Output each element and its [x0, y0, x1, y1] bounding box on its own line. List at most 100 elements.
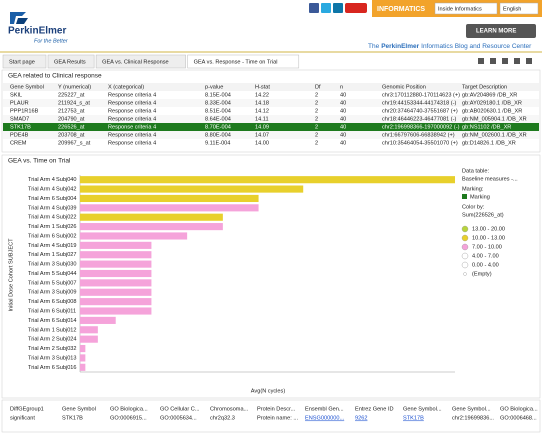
- table-row[interactable]: [3, 131, 539, 139]
- dropdown[interactable]: [499, 2, 539, 15]
- table-cell: chr1:66797606-66838942 (+): [382, 132, 455, 138]
- y-tick-label: Subj022: [56, 215, 77, 221]
- table-cell: GO:0006915...: [110, 415, 147, 421]
- tab-label: GEA vs. Clinical Response: [102, 59, 169, 65]
- table-cell: STK17B: [62, 415, 83, 421]
- column-header: GO Biologica...: [500, 406, 538, 412]
- table-cell: SMAD7: [10, 116, 29, 122]
- table-cell: GO:0005634...: [160, 415, 197, 421]
- y-tick-label: Subj027: [56, 252, 77, 258]
- bar: [80, 194, 259, 203]
- table-cell: chr2:196998366-197000092 (-): [382, 124, 460, 130]
- table-row[interactable]: [3, 107, 539, 115]
- group-label: Trial Arm 4: [28, 205, 55, 211]
- column-header: Gene Symbol...: [403, 406, 442, 412]
- group-label: Trial Arm 6: [28, 196, 55, 202]
- y-tick-label: Subj024: [56, 337, 77, 343]
- table-cell: 8.70E-004: [205, 124, 231, 130]
- table-cell: 2: [315, 116, 318, 122]
- x-axis-label: Avg(N cycles): [251, 388, 286, 394]
- bar: [80, 213, 223, 221]
- group-label: Trial Arm 4: [28, 243, 55, 249]
- table-row[interactable]: [3, 115, 539, 123]
- table-cell[interactable]: 9262: [355, 415, 367, 421]
- table-cell: gb:NM_002600.1 /DB_XR: [462, 132, 527, 138]
- tab[interactable]: [2, 54, 47, 69]
- blog-title: The PerkinElmer Informatics Blog and Resou…: [368, 43, 532, 50]
- group-label: Trial Arm 2: [28, 346, 55, 352]
- dropdown-label: Inside Informatics: [438, 6, 482, 12]
- column-header: GO Biologica...: [110, 406, 148, 412]
- column-header: Gene Symbol: [10, 84, 44, 90]
- group-label: Trial Arm 3: [28, 355, 55, 361]
- table-cell: chr18:46446223-46477081 (-): [382, 116, 456, 122]
- table-cell: gb:AY029180.1 /DB_XR: [462, 100, 522, 106]
- y-tick-label: Subj039: [56, 205, 77, 211]
- dropdown[interactable]: [434, 2, 498, 15]
- y-tick-label: Subj026: [56, 224, 77, 230]
- table-cell: 2: [315, 92, 318, 98]
- y-tick-label: Subj014: [56, 318, 77, 324]
- tab[interactable]: [95, 54, 186, 69]
- chart-title: GEA vs. Time on Trial: [8, 158, 71, 165]
- table-cell[interactable]: ENSG000000...: [305, 415, 345, 421]
- table-cell: 226526_at: [58, 124, 85, 130]
- column-header: Target Description: [462, 84, 507, 90]
- bar: [80, 344, 86, 353]
- table-cell: chr2:19699836...: [452, 415, 494, 421]
- tagline: For the Better: [34, 38, 69, 44]
- social-icons[interactable]: [309, 3, 367, 13]
- table-cell[interactable]: STK17B: [403, 415, 424, 421]
- table-cell: 8.80E-004: [205, 132, 231, 138]
- group-label: Trial Arm 3: [28, 290, 55, 296]
- table-header: [3, 83, 539, 91]
- tab[interactable]: [187, 54, 300, 69]
- y-tick-label: Subj002: [56, 233, 77, 239]
- group-label: Trial Arm 6: [28, 233, 55, 239]
- legend-label: Data table:: [462, 168, 489, 174]
- legend-value: Marking: [470, 194, 490, 200]
- bar: [80, 185, 304, 193]
- table: Gene Symbol Y (numerical) X (categorical) p…: [3, 83, 539, 147]
- legend-entry: 10.00 - 13.00: [472, 235, 505, 241]
- table-cell: 9.11E-004: [205, 140, 230, 146]
- bar: [80, 251, 152, 259]
- table-cell: 2: [315, 108, 318, 114]
- table-cell: Response criteria 4: [108, 140, 156, 146]
- details-panel: [1, 399, 541, 433]
- table-cell: 40: [340, 132, 346, 138]
- legend-label: Color by:: [462, 204, 485, 210]
- y-tick-label: Subj044: [56, 271, 77, 277]
- table-cell: chr19:44153344-44174318 (-): [382, 100, 456, 106]
- table-cell: 2: [315, 100, 318, 106]
- table-cell: Response criteria 4: [108, 100, 156, 106]
- y-tick-label: Subj011: [56, 309, 76, 315]
- table-row[interactable]: [3, 91, 539, 99]
- table-cell: 40: [340, 92, 346, 98]
- table-cell: 2: [315, 124, 318, 130]
- bar: [80, 326, 98, 334]
- legend: Data table: Baseline measures -... Marking…: [461, 168, 518, 277]
- table-row[interactable]: [3, 139, 539, 147]
- group-label: Trial Arm 1: [28, 327, 55, 333]
- group-label: Trial Arm 3: [28, 262, 55, 268]
- table-cell: chr3:170112880-170114623 (+): [382, 92, 460, 98]
- table-cell: 40: [340, 100, 346, 106]
- column-header: Gene Symbol: [62, 406, 96, 412]
- table-cell: gb:D14826.1 /DB_XR: [462, 140, 516, 146]
- details-table: DiffGEgroup1 Gene Symbol GO Biologica... GO…: [10, 406, 538, 421]
- tab[interactable]: [47, 54, 95, 69]
- table-row[interactable]: [3, 123, 539, 131]
- bar: [80, 269, 152, 278]
- legend-entry: 7.00 - 10.00: [472, 244, 502, 250]
- learn-more-button[interactable]: [466, 24, 536, 38]
- group-label: Trial Arm 6: [28, 318, 55, 324]
- y-tick-label: Subj008: [56, 299, 77, 305]
- legend-swatch: [461, 234, 469, 242]
- toolbar-icons[interactable]: [478, 58, 532, 64]
- table-row[interactable]: [3, 99, 539, 107]
- column-header: Df: [315, 84, 321, 90]
- column-header: Ensembl Gen...: [305, 406, 344, 412]
- table-cell: gb:NS1102 /DB_XR: [462, 124, 511, 130]
